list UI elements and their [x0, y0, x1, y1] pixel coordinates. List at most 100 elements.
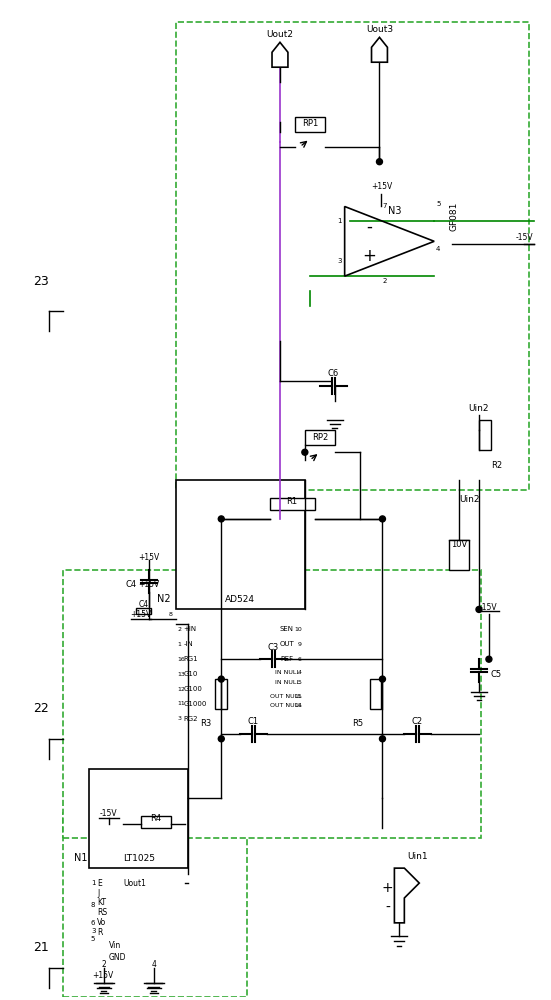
Text: 3: 3: [177, 716, 181, 721]
Text: J: J: [97, 889, 99, 898]
Text: 4: 4: [436, 246, 441, 252]
Text: C5: C5: [491, 670, 502, 679]
Bar: [63, 813, 247, 997]
Text: C6: C6: [327, 369, 338, 378]
Text: -IN: -IN: [183, 641, 193, 647]
Text: +15V: +15V: [371, 182, 392, 191]
Circle shape: [486, 656, 492, 662]
Text: R5: R5: [352, 719, 363, 728]
Text: 16: 16: [177, 657, 185, 662]
Bar: [89, 769, 188, 868]
Bar: [479, 420, 491, 450]
Text: 4: 4: [151, 960, 156, 969]
Text: 14: 14: [294, 703, 302, 708]
Text: RP1: RP1: [302, 119, 318, 128]
Bar: [141, 816, 170, 828]
Text: N3: N3: [388, 206, 401, 216]
Bar: [136, 608, 150, 614]
Text: G1000: G1000: [183, 701, 207, 707]
Text: Vin: Vin: [109, 941, 121, 950]
Text: 3: 3: [91, 928, 95, 934]
Text: IN NULL: IN NULL: [275, 680, 300, 685]
Text: RP2: RP2: [312, 433, 328, 442]
Text: C2: C2: [412, 717, 423, 726]
Polygon shape: [272, 42, 288, 67]
Text: R3: R3: [199, 719, 211, 728]
Text: 11: 11: [177, 701, 185, 706]
Text: G10: G10: [183, 671, 198, 677]
Text: R2: R2: [491, 461, 503, 470]
Text: +15V: +15V: [138, 553, 159, 562]
Text: R4: R4: [150, 814, 161, 823]
Text: Uin2: Uin2: [469, 404, 489, 413]
Text: Uin1: Uin1: [407, 852, 428, 861]
Text: Uout3: Uout3: [366, 25, 393, 34]
Text: Uout2: Uout2: [267, 30, 294, 39]
Text: -15V: -15V: [516, 233, 534, 242]
Text: 1: 1: [177, 642, 181, 647]
Text: 5: 5: [436, 201, 441, 207]
Text: RS: RS: [97, 908, 107, 917]
Circle shape: [380, 516, 386, 522]
Circle shape: [218, 676, 224, 682]
Text: +: +: [363, 247, 376, 265]
Text: C1: C1: [247, 717, 258, 726]
Text: Uin2: Uin2: [459, 495, 479, 504]
Text: 22: 22: [33, 702, 49, 715]
Text: R1: R1: [287, 497, 298, 506]
Circle shape: [218, 736, 224, 742]
Text: Vo: Vo: [97, 918, 106, 927]
Text: KT: KT: [97, 898, 106, 907]
Text: 9: 9: [298, 642, 302, 647]
Text: G100: G100: [183, 686, 202, 692]
Text: RG2: RG2: [183, 716, 198, 722]
Circle shape: [476, 606, 482, 612]
Text: 7: 7: [382, 203, 387, 209]
Text: -15V: -15V: [100, 809, 118, 818]
Text: OUT: OUT: [280, 641, 295, 647]
Text: 2: 2: [177, 627, 181, 632]
Text: 13: 13: [177, 672, 185, 677]
Text: C4: C4: [139, 600, 149, 609]
Text: C3: C3: [267, 643, 279, 652]
Text: REF: REF: [280, 656, 293, 662]
Text: IN NULL: IN NULL: [275, 670, 300, 675]
Text: 8: 8: [91, 902, 95, 908]
Text: 12: 12: [177, 687, 185, 692]
Text: GND: GND: [109, 953, 126, 962]
Text: 10: 10: [294, 627, 302, 632]
Bar: [305, 430, 334, 445]
Text: -: -: [385, 901, 390, 915]
Text: E: E: [97, 879, 101, 888]
Text: AD524: AD524: [225, 595, 255, 604]
Text: +15V: +15V: [92, 971, 113, 980]
Circle shape: [218, 516, 224, 522]
Bar: [270, 498, 315, 510]
Bar: [370, 679, 381, 709]
Text: 1: 1: [91, 880, 95, 886]
Text: R: R: [97, 928, 102, 937]
Bar: [215, 679, 227, 709]
Text: LT1025: LT1025: [123, 854, 155, 863]
Text: +: +: [382, 881, 393, 895]
Text: 6: 6: [91, 920, 95, 926]
Text: 21: 21: [33, 941, 49, 954]
Bar: [295, 117, 325, 132]
Text: N1: N1: [74, 853, 88, 863]
Text: +IN: +IN: [183, 626, 197, 632]
Text: GF081: GF081: [450, 202, 458, 231]
Text: RG1: RG1: [183, 656, 198, 662]
Circle shape: [302, 449, 308, 455]
Text: 1: 1: [337, 218, 342, 224]
Text: -15V: -15V: [480, 603, 498, 612]
Bar: [449, 540, 469, 570]
Text: 4: 4: [298, 670, 302, 675]
Text: 2: 2: [101, 960, 106, 969]
Text: SEN: SEN: [280, 626, 294, 632]
Text: N2: N2: [156, 594, 170, 604]
Text: 15: 15: [294, 694, 302, 699]
Circle shape: [376, 159, 382, 165]
Text: 2: 2: [382, 278, 387, 284]
Text: 6: 6: [298, 657, 302, 662]
Text: +15V: +15V: [130, 610, 152, 619]
